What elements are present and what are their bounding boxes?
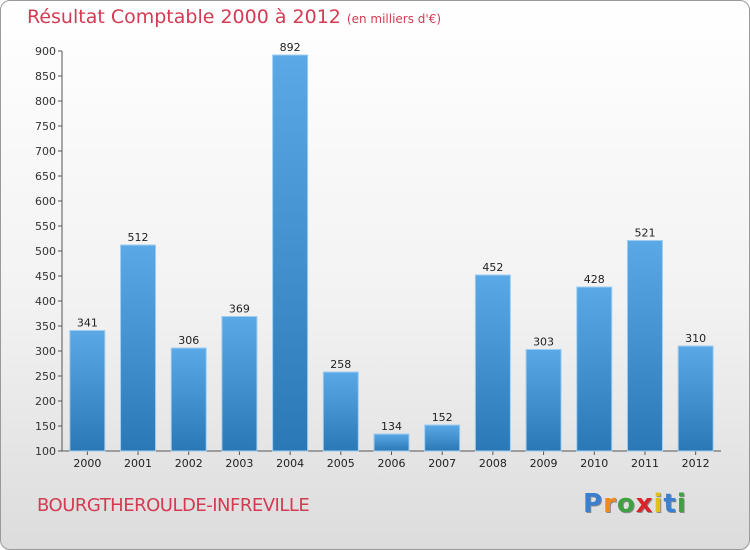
bar-value-label: 152	[432, 411, 453, 424]
x-tick-label: 2007	[428, 457, 456, 470]
x-tick-label: 2004	[276, 457, 304, 470]
y-tick-label: 750	[35, 120, 56, 133]
logo-letter: o	[616, 489, 636, 519]
y-tick-label: 250	[35, 370, 56, 383]
x-tick-label: 2012	[682, 457, 710, 470]
bar-value-label: 521	[634, 227, 655, 240]
x-tick-label: 2000	[73, 457, 101, 470]
x-tick-label: 2001	[124, 457, 152, 470]
bar-value-label: 303	[533, 336, 554, 349]
bar-value-label: 428	[584, 273, 605, 286]
bar-value-label: 306	[178, 334, 199, 347]
commune-name: BOURGTHEROULDE-INFREVILLE	[37, 495, 310, 516]
chart-bars: 341 512 306 369 892 258 134 152 452 303 428 521 310	[69, 41, 714, 452]
x-tick-label: 2008	[479, 457, 507, 470]
y-tick-label: 200	[35, 395, 56, 408]
x-tick-label: 2006	[378, 457, 406, 470]
x-tick-label: 2003	[225, 457, 253, 470]
bar-value-label: 512	[128, 231, 149, 244]
y-tick-label: 850	[35, 70, 56, 83]
bar	[424, 424, 461, 452]
bar	[221, 316, 258, 452]
y-tick-label: 650	[35, 170, 56, 183]
bar	[373, 433, 410, 452]
bar	[525, 349, 562, 452]
bar	[677, 345, 714, 452]
y-tick-label: 900	[35, 45, 56, 58]
y-tick-label: 450	[35, 270, 56, 283]
logo-letter: x	[635, 489, 654, 519]
bar	[626, 240, 663, 452]
chart-title-text: Résultat Comptable 2000 à 2012	[27, 6, 341, 28]
bar-value-label: 310	[685, 332, 706, 345]
y-tick-label: 100	[35, 445, 56, 458]
y-tick-label: 500	[35, 245, 56, 258]
logo-letter: t	[663, 489, 677, 519]
logo-letter: i	[676, 489, 687, 519]
x-tick-label: 2005	[327, 457, 355, 470]
bar-value-label: 369	[229, 303, 250, 316]
y-tick-label: 350	[35, 320, 56, 333]
y-tick-label: 150	[35, 420, 56, 433]
logo-letter: P	[583, 489, 604, 519]
bar	[69, 330, 106, 452]
x-tick-label: 2010	[580, 457, 608, 470]
bar-value-label: 892	[280, 41, 301, 54]
y-tick-label: 700	[35, 145, 56, 158]
y-tick-label: 550	[35, 220, 56, 233]
logo-letter: i	[653, 489, 664, 519]
chart-subtitle: (en milliers d'€)	[346, 12, 442, 26]
proxiti-logo: Proxiti	[583, 489, 687, 519]
x-tick-label: 2009	[530, 457, 558, 470]
bar-value-label: 258	[330, 358, 351, 371]
y-tick-label: 800	[35, 95, 56, 108]
bar	[474, 274, 511, 452]
y-tick-label: 300	[35, 345, 56, 358]
x-tick-label: 2002	[175, 457, 203, 470]
bar	[322, 371, 359, 452]
y-tick-label: 600	[35, 195, 56, 208]
bar	[272, 54, 309, 452]
bar-value-label: 452	[482, 261, 503, 274]
bar	[170, 347, 207, 452]
logo-letter: r	[603, 489, 617, 519]
bar	[576, 286, 613, 452]
bar-value-label: 341	[77, 317, 98, 330]
y-tick-label: 400	[35, 295, 56, 308]
bar	[120, 244, 157, 452]
x-tick-label: 2011	[631, 457, 659, 470]
chart-title: Résultat Comptable 2000 à 2012 (en millie…	[27, 6, 441, 28]
bar-value-label: 134	[381, 420, 402, 433]
